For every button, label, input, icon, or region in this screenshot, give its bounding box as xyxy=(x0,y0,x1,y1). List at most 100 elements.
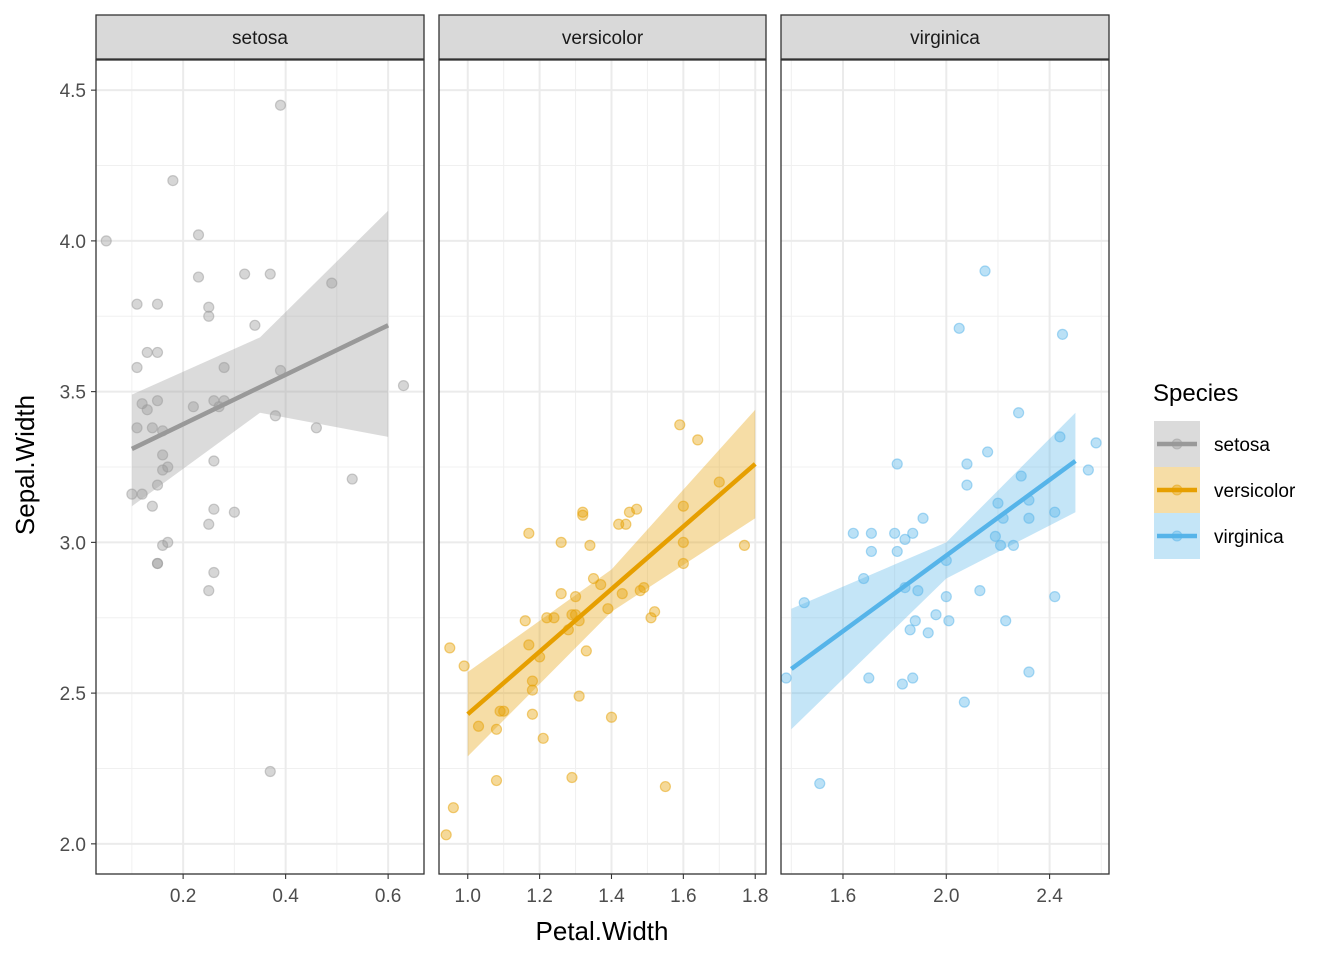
x-tick-label: 1.2 xyxy=(526,886,552,907)
data-point xyxy=(638,581,650,594)
data-point xyxy=(943,615,955,627)
data-point xyxy=(162,536,174,548)
data-point xyxy=(151,557,164,570)
data-point xyxy=(989,530,1001,542)
data-point xyxy=(131,298,143,310)
data-point xyxy=(537,732,549,744)
data-point xyxy=(979,265,991,277)
data-point xyxy=(162,461,174,473)
data-point xyxy=(126,488,138,500)
y-tick-label: 2.5 xyxy=(60,684,86,705)
y-tick-label: 3.5 xyxy=(60,383,86,404)
x-tick-label: 1.0 xyxy=(455,886,481,907)
data-point xyxy=(1007,539,1020,551)
x-tick-label: 0.2 xyxy=(170,886,196,907)
data-point xyxy=(659,780,671,793)
data-point xyxy=(136,488,148,500)
data-point xyxy=(573,690,585,702)
panel-versicolor: versicolor 1.0 1.2 1.4 1.6 1.8 xyxy=(438,14,768,907)
panel-border xyxy=(780,59,1110,875)
data-point xyxy=(569,591,582,603)
data-point xyxy=(447,802,459,814)
y-tick-label: 2.0 xyxy=(60,835,86,856)
data-point xyxy=(151,479,164,491)
data-point xyxy=(738,539,751,551)
data-point xyxy=(249,319,261,331)
data-point xyxy=(264,765,276,778)
data-point xyxy=(151,298,164,310)
x-tick-label: 1.6 xyxy=(670,886,696,907)
data-point xyxy=(982,446,994,458)
data-point xyxy=(992,497,1004,509)
data-point xyxy=(616,588,628,600)
facet-strip-label: setosa xyxy=(232,28,288,49)
data-point xyxy=(645,612,657,624)
data-point xyxy=(940,591,952,603)
data-point xyxy=(187,401,199,413)
data-point xyxy=(444,642,456,654)
data-point xyxy=(146,422,158,434)
legend: Species setosa versicolor virginica xyxy=(1153,380,1296,559)
legend-key-point xyxy=(1171,438,1183,450)
data-point xyxy=(203,518,215,530)
data-point xyxy=(526,675,539,687)
regression-line xyxy=(466,462,757,716)
x-tick-label: 1.6 xyxy=(830,886,856,907)
data-point xyxy=(798,597,810,609)
data-point xyxy=(907,527,919,539)
data-point xyxy=(555,536,567,548)
data-point xyxy=(580,645,592,657)
data-point xyxy=(239,268,251,280)
data-point xyxy=(146,500,158,512)
data-point xyxy=(649,606,661,618)
data-point xyxy=(577,509,589,521)
data-point xyxy=(490,723,503,735)
data-point xyxy=(958,696,970,708)
data-point xyxy=(519,615,531,627)
data-point xyxy=(677,557,689,570)
legend-title: Species xyxy=(1153,380,1238,407)
data-point xyxy=(566,771,578,784)
legend-key-point xyxy=(1171,530,1183,542)
data-point xyxy=(930,609,942,621)
data-point xyxy=(131,361,143,374)
data-point xyxy=(620,518,632,530)
data-point xyxy=(692,434,704,446)
data-point xyxy=(631,503,643,515)
data-point xyxy=(310,422,322,434)
data-point xyxy=(440,829,452,841)
data-point xyxy=(814,777,826,790)
data-point xyxy=(595,578,607,591)
data-point xyxy=(264,268,276,280)
data-point xyxy=(847,527,859,539)
data-point xyxy=(907,672,919,684)
data-point xyxy=(1082,464,1094,476)
data-point xyxy=(555,588,567,600)
data-point xyxy=(151,395,164,407)
data-point xyxy=(1000,615,1012,627)
data-point xyxy=(674,419,686,431)
data-point xyxy=(526,684,539,696)
x-tick-label: 0.4 xyxy=(272,886,299,907)
data-point xyxy=(605,711,618,723)
data-point xyxy=(953,322,965,334)
x-tick-label: 2.0 xyxy=(933,886,959,907)
data-point xyxy=(228,506,240,518)
confidence-band xyxy=(467,409,756,757)
data-point xyxy=(865,545,877,558)
data-point xyxy=(891,458,903,470)
data-point xyxy=(157,449,169,461)
regression-line xyxy=(790,459,1077,671)
x-tick-label: 1.4 xyxy=(598,886,625,907)
x-tick-label: 1.8 xyxy=(742,886,768,907)
data-point xyxy=(141,346,153,359)
data-point xyxy=(208,503,220,515)
panel-border xyxy=(95,59,425,875)
data-point xyxy=(203,301,215,313)
x-tick-label: 2.4 xyxy=(1036,886,1063,907)
data-point xyxy=(917,512,929,524)
data-point xyxy=(274,99,287,111)
data-point xyxy=(587,572,600,585)
